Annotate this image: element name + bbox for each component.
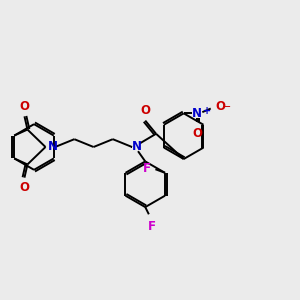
Text: F: F [148,220,156,233]
Text: O: O [20,100,29,113]
Text: −: − [222,102,231,112]
Text: +: + [203,106,211,116]
Text: N: N [192,107,202,120]
Text: F: F [142,162,151,175]
Text: O: O [140,104,150,117]
Text: N: N [132,140,142,154]
Text: O: O [20,181,29,194]
Text: O: O [192,127,202,140]
Text: O: O [215,100,225,113]
Text: N: N [48,140,58,154]
